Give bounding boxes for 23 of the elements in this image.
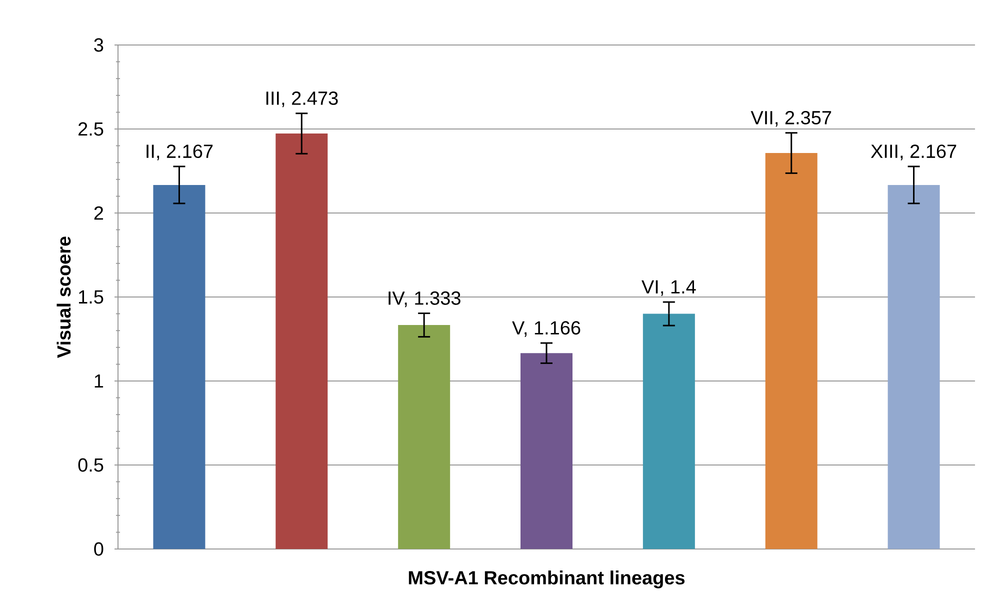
x-axis-title: MSV-A1 Recombinant lineages: [408, 570, 685, 588]
data-label: VII, 2.357: [750, 110, 832, 127]
bar: [765, 153, 818, 549]
y-tick-label: 2.5: [78, 122, 104, 136]
data-label: VI, 1.4: [642, 280, 696, 296]
bar: [153, 184, 206, 549]
bar: [520, 353, 573, 549]
data-label: II, 2.167: [146, 144, 213, 160]
y-tick-label: 1.5: [79, 290, 104, 304]
data-label: XIII, 2.167: [870, 144, 956, 160]
data-label: V, 1.166: [512, 321, 580, 337]
y-tick-label: 0.5: [78, 458, 104, 472]
y-tick-label: 2: [94, 206, 104, 220]
y-axis-title: Visual scoere: [56, 236, 71, 358]
bar: [276, 134, 328, 549]
data-label: III, 2.473: [266, 91, 338, 108]
data-label: IV, 1.333: [388, 291, 460, 308]
y-tick-label: 0: [94, 542, 104, 556]
bar: [398, 325, 450, 549]
y-tick-label: 1: [94, 374, 104, 388]
bar: [642, 314, 695, 549]
bar: [888, 184, 940, 549]
y-tick-label: 3: [94, 38, 104, 52]
